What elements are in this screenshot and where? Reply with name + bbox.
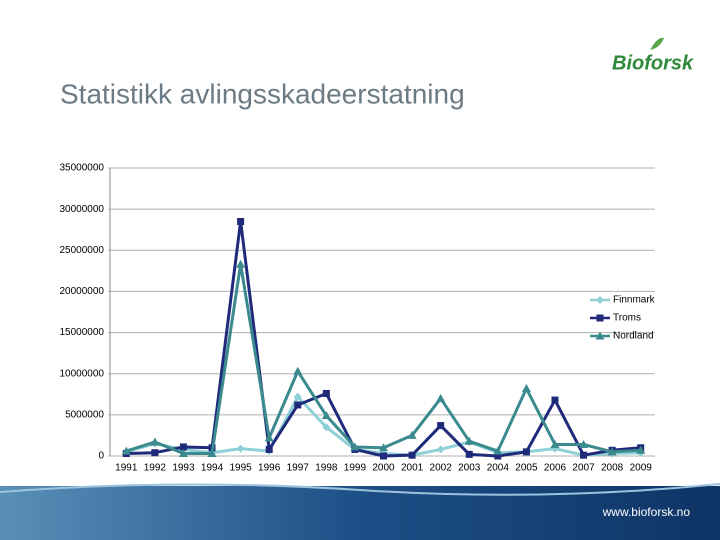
y-tick-label: 15000000 (60, 327, 105, 338)
marker (596, 296, 604, 304)
y-tick-label: 30000000 (60, 204, 105, 215)
x-tick-label: 2005 (515, 463, 538, 474)
legend-label: Troms (613, 313, 641, 324)
marker (150, 437, 160, 446)
marker (151, 449, 159, 457)
logo-leaf (650, 37, 664, 50)
marker (380, 452, 387, 460)
y-tick-label: 20000000 (60, 286, 105, 297)
logo: Bioforsk (612, 52, 694, 74)
marker (408, 451, 416, 459)
x-tick-label: 1995 (229, 463, 252, 474)
marker (293, 366, 303, 375)
y-tick-label: 35000000 (60, 163, 105, 174)
marker (207, 449, 217, 458)
legend-label: Nordland (613, 331, 654, 342)
marker (493, 446, 503, 455)
marker (436, 393, 446, 402)
x-tick-label: 2008 (601, 463, 624, 474)
marker (322, 389, 330, 397)
marker (522, 448, 530, 456)
marker (494, 452, 502, 460)
x-tick-label: 1993 (172, 463, 195, 474)
marker (595, 331, 605, 340)
marker (550, 439, 560, 448)
marker (580, 451, 588, 459)
marker (294, 401, 302, 409)
marker (265, 445, 273, 453)
marker (437, 422, 445, 430)
marker (551, 396, 559, 404)
x-tick-label: 2004 (487, 463, 510, 474)
x-tick-label: 2009 (630, 463, 653, 474)
x-tick-label: 2006 (544, 463, 567, 474)
marker (407, 430, 417, 439)
x-tick-label: 1991 (115, 463, 138, 474)
marker (236, 259, 246, 268)
x-tick-label: 2007 (572, 463, 595, 474)
legend-label: Finnmark (613, 295, 656, 306)
footer-url: www.bioforsk.no (602, 505, 691, 519)
marker (293, 392, 302, 401)
marker (322, 423, 331, 432)
marker (121, 446, 131, 455)
y-tick-label: 10000000 (60, 368, 105, 379)
marker (178, 449, 188, 458)
x-tick-label: 2003 (458, 463, 481, 474)
x-tick-label: 1997 (287, 463, 310, 474)
chart: 0 5000000 10000000 15000000 20000000 25000000… (60, 163, 656, 474)
slide-title: Statistikk avlingsskadeerstatning (60, 78, 465, 109)
x-tick-label: 1994 (201, 463, 224, 474)
x-tick-label: 1999 (344, 463, 367, 474)
marker (379, 443, 388, 452)
footer-wave (0, 483, 720, 496)
marker (321, 411, 331, 420)
marker (350, 442, 360, 451)
series-line (125, 262, 641, 456)
marker (465, 450, 473, 458)
marker (596, 314, 604, 322)
marker (436, 445, 445, 454)
marker (464, 436, 474, 445)
footer-band (0, 486, 720, 540)
x-tick-label: 2001 (401, 463, 424, 474)
marker (237, 217, 245, 225)
y-tick-label: 0 (98, 451, 104, 462)
marker (236, 444, 245, 453)
y-tick-label: 25000000 (60, 245, 105, 256)
marker (521, 384, 531, 393)
marker (607, 447, 617, 456)
marker (264, 433, 274, 442)
x-tick-label: 1992 (144, 463, 167, 474)
marker (579, 439, 589, 448)
marker (636, 445, 646, 454)
y-tick-label: 5000000 (65, 409, 104, 420)
series-line (126, 219, 641, 458)
marker (179, 443, 187, 451)
x-tick-label: 2000 (372, 463, 395, 474)
x-tick-label: 1998 (315, 463, 338, 474)
x-tick-label: 2002 (430, 463, 453, 474)
x-tick-label: 1996 (258, 463, 281, 474)
